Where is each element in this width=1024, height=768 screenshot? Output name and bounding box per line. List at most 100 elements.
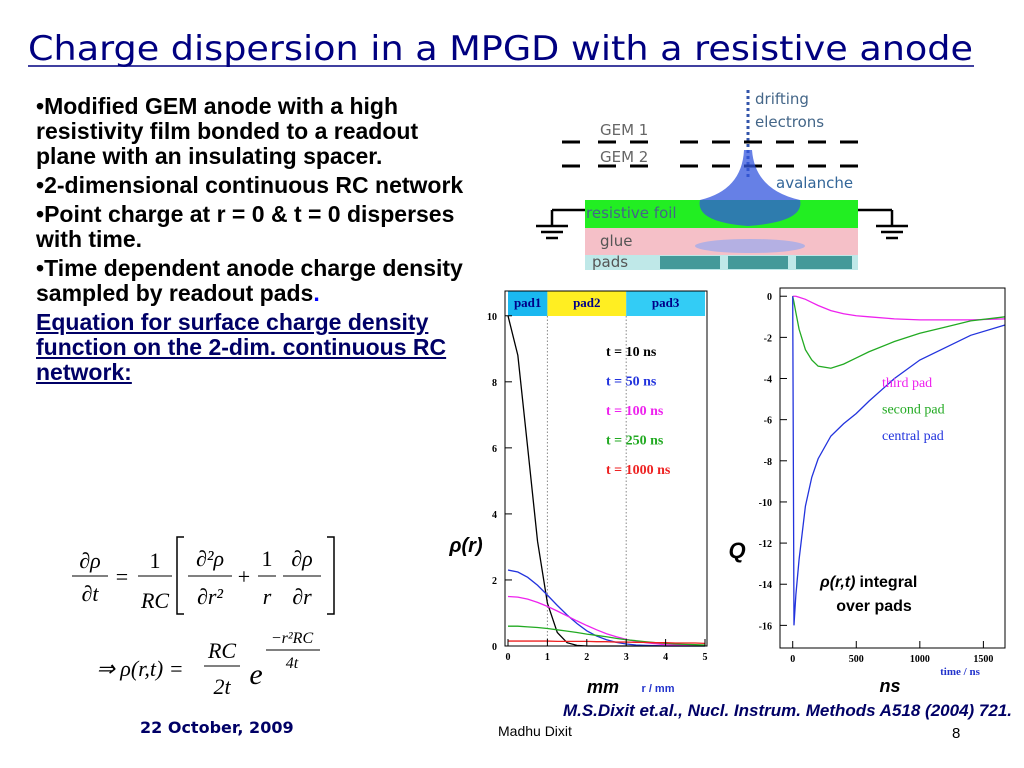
legend-entry: t = 50 ns [606, 375, 657, 390]
x-tick-label: 3 [624, 652, 629, 663]
emphasis-text: Equation for surface charge density func… [36, 309, 447, 385]
x-tick-label: 500 [849, 654, 864, 665]
eq-term: ∂t [82, 581, 100, 606]
bullet-text: Modified GEM anode with a high resistivi… [36, 94, 476, 389]
y-axis-label: ρ(r) [448, 535, 483, 557]
y-tick-label: 0 [492, 642, 497, 653]
legend-entry: t = 10 ns [606, 345, 657, 360]
bullet-text: Time dependent anode charge density samp… [36, 255, 463, 306]
annotation: ρ(r,t) integral [819, 574, 917, 591]
eq-term: ⇒ ρ(r,t) = [96, 656, 183, 681]
legend-entry: t = 100 ns [606, 404, 664, 419]
y-tick-label: 8 [492, 378, 497, 389]
gem-diagram: drifting electrons GEM 1 GEM 2 avalanche… [536, 90, 908, 271]
ground [536, 208, 908, 240]
y-tick-label: -4 [764, 375, 772, 386]
equation-2: ⇒ ρ(r,t) = RC 2t e −r²RC 4t [96, 630, 320, 699]
bullet: Point charge at r = 0 & t = 0 disperses … [36, 202, 476, 252]
bullet-text: Modified GEM anode with a high resistivi… [36, 93, 419, 169]
pad-band [547, 291, 627, 316]
x-tick-label: 1 [545, 652, 550, 663]
drift-label: electrons [755, 113, 824, 131]
pads-label: pads [592, 253, 628, 271]
eq-term: 1 [262, 546, 273, 571]
pad-blocks [660, 256, 852, 269]
plot-area [780, 288, 1005, 648]
avalanche [699, 150, 801, 226]
legend-entry: t = 250 ns [606, 434, 664, 449]
bullet-text: Point charge at r = 0 & t = 0 disperses … [36, 201, 455, 252]
eq-term: ∂r² [197, 584, 223, 609]
x-tick-label: 0 [506, 652, 511, 663]
eq-term: 4t [286, 655, 299, 672]
gem-label: GEM 1 [600, 121, 648, 139]
y-tick-label: -16 [759, 621, 772, 632]
glue-label: glue [600, 232, 632, 250]
footer-author: Madhu Dixit [498, 723, 572, 739]
annotation-text: integral [859, 574, 917, 591]
y-axis-label: Q [728, 538, 745, 563]
eq-term: e [249, 658, 262, 691]
series-line [508, 640, 706, 645]
emphasis: Equation for surface charge density func… [36, 310, 476, 385]
x-axis-label: time / ns [940, 666, 980, 678]
eq-term: r [263, 584, 272, 609]
y-tick-label: 6 [492, 444, 497, 455]
pad-band [508, 291, 548, 316]
x-axis-label: r / mm [641, 683, 674, 695]
chart: 0 -2 -4 -6 -8 -10 -12 -14 -16 0 500 1000 1500 third p… [728, 287, 1006, 696]
y-tick-label: 10 [487, 312, 497, 323]
eq-sign: + [238, 564, 250, 589]
eq-term: −r²RC [271, 630, 314, 647]
gem-label: GEM 2 [600, 148, 648, 166]
citation: M.S.Dixit et.al., Nucl. Instrum. Methods… [563, 701, 1012, 720]
eq-term: ∂ρ [291, 546, 312, 571]
charge-spread [695, 239, 805, 253]
y-tick-label: -14 [759, 580, 772, 591]
pad-label: pad1 [514, 295, 541, 310]
bullet-end: . [313, 280, 320, 306]
annotation: over pads [836, 598, 912, 615]
series-line [792, 295, 1006, 321]
eq-term: RC [140, 588, 169, 613]
eq-term: RC [207, 638, 236, 663]
series-line [508, 625, 706, 646]
y-tick-label: -10 [759, 498, 772, 509]
bullet-text: 2-dimensional continuous RC network [44, 172, 464, 198]
pad-label: pad3 [652, 295, 680, 310]
y-tick-label: -6 [764, 416, 772, 427]
footer-date: 22 October, 2009 [140, 718, 294, 737]
legend-entry: central pad [882, 429, 944, 444]
pad-label: pad2 [573, 295, 600, 310]
series-line [507, 595, 705, 647]
footer-page: 8 [952, 725, 960, 742]
pads-layer [585, 255, 858, 270]
eq-sign: = [116, 564, 128, 589]
eq-term: ∂²ρ [196, 546, 224, 571]
x-tick-label: 2 [584, 652, 589, 663]
y-tick-label: -12 [759, 539, 772, 550]
bullet: Modified GEM anode with a high resistivi… [36, 94, 476, 169]
frame [504, 290, 708, 647]
y-tick-label: -2 [764, 333, 772, 344]
x-caption: ns [879, 676, 900, 696]
y-tick-label: 4 [492, 510, 497, 521]
foil-label: resistive foil [586, 204, 677, 222]
annotation-symbol: ρ(r,t) [819, 574, 855, 591]
bullet: Time dependent anode charge density samp… [36, 256, 476, 306]
slide-title: Charge dispersion in a MPGD with a resis… [28, 29, 973, 69]
eq-term: 2t [213, 674, 231, 699]
chart: pad1 pad2 pad3 0 2 4 6 8 10 0 1 2 3 4 5 t = 10 ns t = 50… [448, 290, 708, 697]
y-tick-label: 2 [492, 576, 497, 587]
legend-entry: third pad [882, 376, 932, 391]
x-tick-label: 1500 [973, 654, 993, 665]
frame [779, 287, 1006, 649]
x-tick-label: 4 [663, 652, 668, 663]
gem-dashes [562, 140, 866, 168]
x-caption: mm [587, 677, 619, 697]
equation-1: ∂ρ ∂t = 1 RC ∂²ρ ∂r² + 1 r ∂ρ ∂r [72, 536, 335, 615]
series-line [792, 296, 1006, 626]
eq-term: ∂ρ [79, 548, 100, 573]
